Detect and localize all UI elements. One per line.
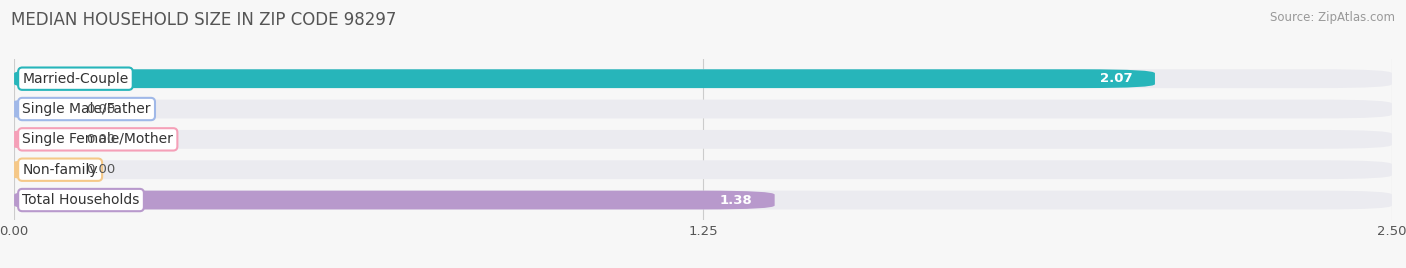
FancyBboxPatch shape xyxy=(14,130,1392,149)
Text: Single Male/Father: Single Male/Father xyxy=(22,102,150,116)
Text: Source: ZipAtlas.com: Source: ZipAtlas.com xyxy=(1270,11,1395,24)
FancyBboxPatch shape xyxy=(14,160,1392,179)
Text: 1.38: 1.38 xyxy=(720,193,752,207)
Text: MEDIAN HOUSEHOLD SIZE IN ZIP CODE 98297: MEDIAN HOUSEHOLD SIZE IN ZIP CODE 98297 xyxy=(11,11,396,29)
FancyBboxPatch shape xyxy=(14,69,1154,88)
Text: 0.00: 0.00 xyxy=(86,133,115,146)
Text: Single Female/Mother: Single Female/Mother xyxy=(22,132,173,146)
Text: Total Households: Total Households xyxy=(22,193,139,207)
Text: Non-family: Non-family xyxy=(22,163,98,177)
FancyBboxPatch shape xyxy=(14,69,1392,88)
FancyBboxPatch shape xyxy=(14,191,1392,210)
FancyBboxPatch shape xyxy=(14,100,69,118)
FancyBboxPatch shape xyxy=(14,160,69,179)
Text: 0.00: 0.00 xyxy=(86,163,115,176)
Text: 2.07: 2.07 xyxy=(1101,72,1133,85)
FancyBboxPatch shape xyxy=(14,191,775,210)
FancyBboxPatch shape xyxy=(14,130,69,149)
FancyBboxPatch shape xyxy=(14,100,1392,118)
Text: 0.00: 0.00 xyxy=(86,103,115,116)
Text: Married-Couple: Married-Couple xyxy=(22,72,128,86)
